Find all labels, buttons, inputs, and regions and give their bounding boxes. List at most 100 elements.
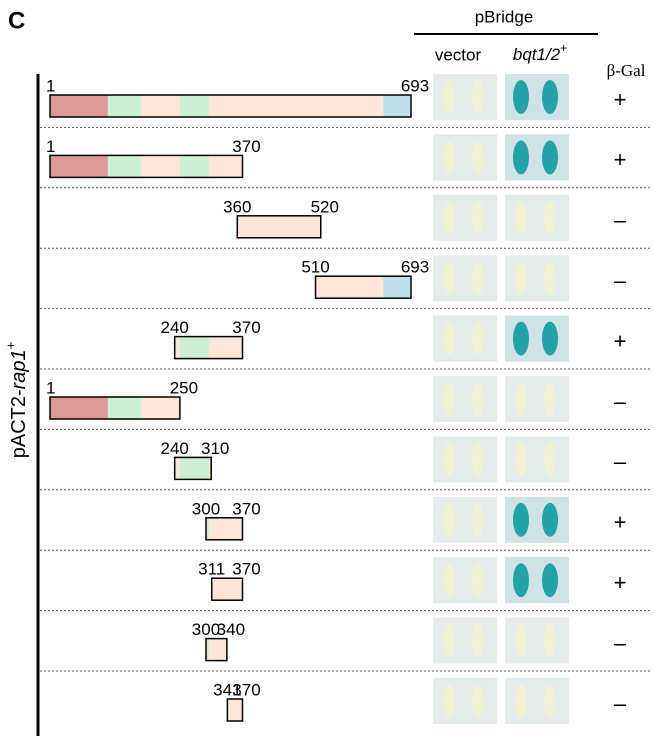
colony: [544, 382, 556, 416]
domain: [383, 95, 411, 117]
domain: [50, 155, 108, 178]
colony: [472, 200, 484, 235]
start-label: 311: [198, 560, 225, 579]
start-label: 300: [192, 499, 220, 518]
domain: [107, 155, 142, 178]
end-label: 340: [217, 620, 245, 639]
colony: [513, 321, 529, 356]
domain: [174, 457, 180, 480]
domain: [107, 95, 142, 117]
plate: [433, 496, 497, 543]
colony: [542, 140, 558, 175]
colony: [515, 442, 527, 477]
domain: [141, 155, 180, 178]
plate: [433, 678, 497, 724]
end-label: 370: [232, 680, 260, 699]
construct: [226, 698, 244, 722]
plate: [505, 194, 569, 241]
construct: [314, 275, 412, 299]
domain: [205, 638, 210, 661]
domain: [179, 95, 210, 117]
end-label: 250: [170, 378, 198, 397]
end-label: 370: [232, 560, 260, 579]
start-label: 360: [223, 197, 251, 216]
colony: [443, 200, 455, 235]
colony: [443, 382, 455, 416]
domain: [211, 578, 243, 601]
domain: [237, 215, 321, 238]
colony: [443, 80, 455, 114]
construct: [173, 456, 212, 481]
end-label: 310: [201, 439, 229, 458]
result: +: [614, 147, 627, 172]
domain: [209, 155, 243, 178]
colony: [515, 684, 527, 718]
plate: [433, 194, 497, 241]
construct: [49, 94, 412, 118]
domain: [227, 699, 243, 721]
end-label: 370: [232, 499, 260, 518]
plate: [433, 134, 497, 181]
result: –: [614, 630, 627, 655]
end-label: 693: [401, 258, 429, 277]
colony: [472, 321, 484, 356]
readout-header: β-Gal: [607, 61, 646, 80]
end-label: 693: [401, 76, 429, 95]
colony: [513, 502, 529, 537]
gene-sup: +: [3, 342, 18, 350]
colony: [513, 140, 529, 175]
plate: [505, 376, 569, 422]
colony: [472, 261, 484, 296]
start-label: 240: [160, 439, 188, 458]
result: +: [614, 328, 627, 353]
colony: [513, 80, 529, 114]
colony: [544, 623, 556, 658]
colony: [472, 442, 484, 477]
plasmid: pACT2-: [8, 389, 30, 458]
domain: [141, 397, 180, 419]
side-label: pACT2-rap1+: [3, 342, 30, 459]
column-header: bqt1/2+: [513, 41, 567, 64]
plate: [433, 74, 497, 120]
plate: [433, 376, 497, 422]
plate: [433, 557, 497, 604]
start-label: 510: [301, 258, 329, 277]
domain: [141, 95, 180, 117]
group-header: pBridge: [475, 7, 534, 26]
colony: [515, 200, 527, 235]
colony: [472, 80, 484, 114]
colony: [542, 80, 558, 114]
start-label: 1: [46, 378, 55, 397]
colony: [472, 382, 484, 416]
domain: [209, 457, 212, 480]
plate: [505, 678, 569, 724]
domain: [179, 457, 210, 480]
construct: [49, 154, 244, 179]
colony: [443, 563, 455, 598]
colony: [443, 261, 455, 296]
domain: [209, 638, 227, 661]
colony: [472, 563, 484, 598]
column-header: vector: [435, 45, 482, 64]
colony: [544, 261, 556, 296]
result: –: [614, 449, 627, 474]
domain: [205, 517, 210, 540]
end-label: 370: [232, 137, 260, 156]
colony: [542, 563, 558, 598]
colony: [542, 502, 558, 537]
domain: [383, 276, 411, 299]
end-label: 520: [311, 197, 339, 216]
construct: [205, 637, 228, 662]
plate: [433, 436, 497, 483]
domain: [50, 397, 108, 419]
start-label: 341: [213, 680, 241, 699]
end-label: 370: [232, 318, 260, 337]
domain: [174, 336, 180, 359]
bait-name: bqt1/2: [513, 45, 561, 64]
colony: [472, 623, 484, 658]
construct: [205, 517, 244, 541]
plate: [505, 436, 569, 483]
colony: [472, 684, 484, 718]
colony: [443, 623, 455, 658]
colony: [542, 321, 558, 356]
